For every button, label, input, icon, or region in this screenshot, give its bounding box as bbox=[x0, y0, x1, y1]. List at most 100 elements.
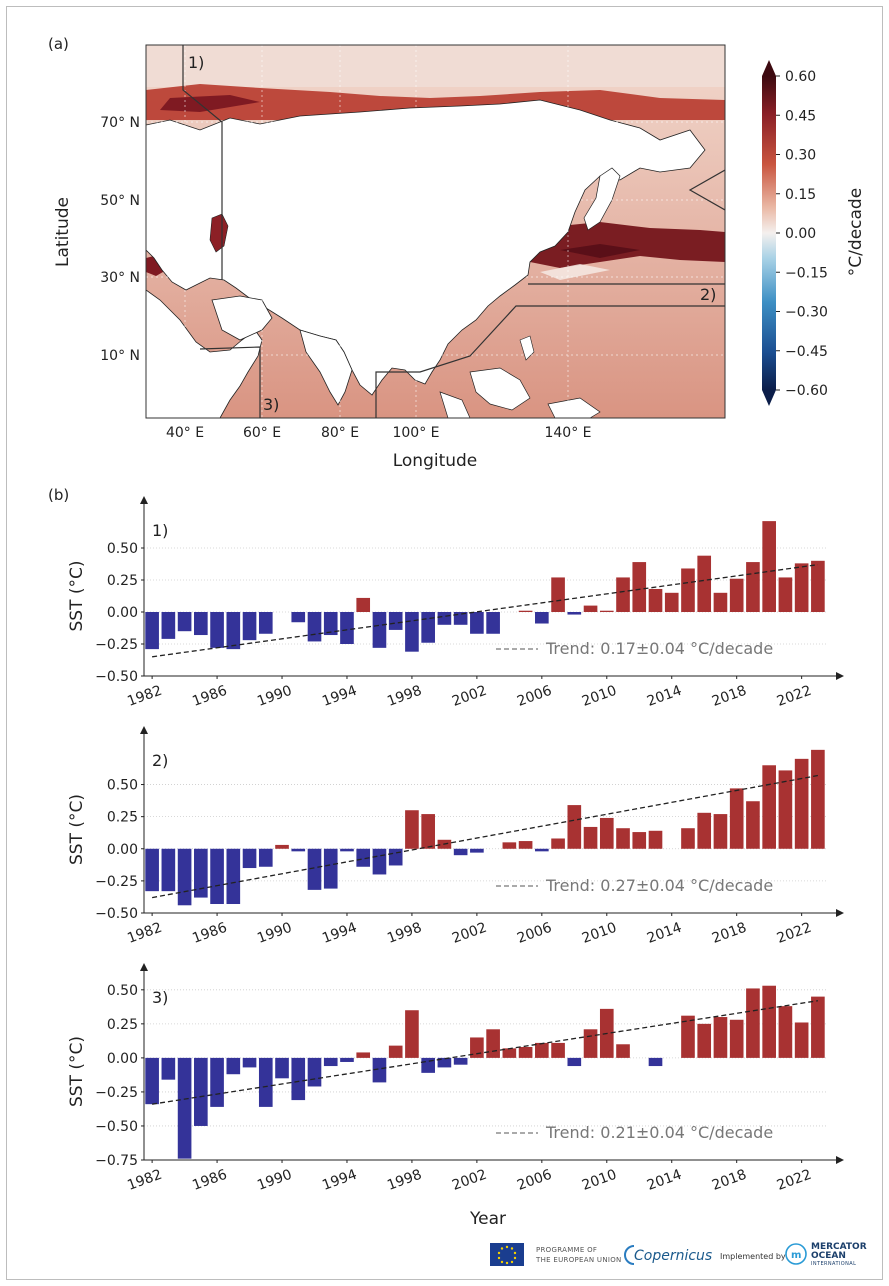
colorbar-tick-label: −0.15 bbox=[785, 265, 828, 281]
bar-1997 bbox=[388, 1045, 403, 1058]
bar-1996 bbox=[372, 612, 387, 648]
bar-2014 bbox=[664, 592, 679, 612]
bar-2005 bbox=[518, 841, 533, 849]
bar-2010 bbox=[599, 610, 614, 612]
x-tick-label: 2022 bbox=[775, 1167, 814, 1194]
colorbar-tick-label: −0.45 bbox=[785, 344, 828, 360]
x-tick-label: 2014 bbox=[645, 920, 684, 947]
region-boundaries bbox=[182, 45, 725, 418]
arabia-land bbox=[211, 295, 273, 341]
bar-2019 bbox=[746, 988, 760, 1058]
y-tick-label: 0.25 bbox=[107, 1017, 138, 1033]
bar-2017 bbox=[713, 1017, 728, 1058]
bar-2022 bbox=[794, 563, 809, 612]
colorbar: 0.60 0.45 0.30 0.15 0.00 −0.15 −0.30 −0.45 −0.60… bbox=[762, 60, 866, 406]
colorbar-tick-label: −0.60 bbox=[785, 383, 828, 399]
colorbar-tick-label: 0.45 bbox=[785, 108, 816, 124]
x-tick-label: 1982 bbox=[125, 683, 164, 710]
x-tick-label: 1990 bbox=[255, 683, 294, 710]
x-tick-label: 1986 bbox=[190, 920, 229, 947]
map-gridlines bbox=[146, 45, 725, 418]
bar-1984 bbox=[177, 848, 192, 906]
y-tick-label: 0.25 bbox=[107, 810, 138, 826]
cooling-streak bbox=[540, 264, 610, 280]
bar-2004 bbox=[502, 842, 517, 849]
arctic-ocean bbox=[146, 45, 725, 87]
bar-2021 bbox=[778, 770, 793, 849]
bar-1995 bbox=[356, 848, 371, 867]
bar-2010 bbox=[599, 817, 614, 849]
bar-2007 bbox=[551, 838, 565, 849]
bar-2019 bbox=[746, 562, 760, 612]
x-tick-label: 2010 bbox=[580, 683, 619, 710]
bar-2017 bbox=[713, 592, 728, 612]
sst-trend-map bbox=[146, 45, 725, 418]
colorbar-tick-label: 0.60 bbox=[785, 69, 816, 85]
x-tick-label: 1994 bbox=[320, 920, 359, 947]
chart-region-label: 3) bbox=[152, 988, 168, 1007]
programme-text-1: PROGRAMME OF bbox=[536, 1246, 597, 1254]
lon-tick-60e: 60° E bbox=[243, 425, 281, 441]
y-tick-label: −0.25 bbox=[95, 637, 138, 653]
bar-2011 bbox=[616, 577, 630, 612]
bar-2002 bbox=[470, 848, 484, 853]
barents-hotspot bbox=[160, 95, 260, 112]
bar-1983 bbox=[161, 1057, 176, 1080]
bar-1993 bbox=[323, 1057, 338, 1067]
lon-tick-40e: 40° E bbox=[166, 425, 204, 441]
lon-tick-80e: 80° E bbox=[321, 425, 359, 441]
bar-1986 bbox=[210, 612, 224, 648]
x-tick-label: 1990 bbox=[255, 1167, 294, 1194]
programme-text-2: THE EUROPEAN UNION bbox=[535, 1256, 622, 1264]
kuroshio-core bbox=[560, 244, 640, 258]
bar-2023 bbox=[811, 996, 825, 1058]
lat-tick-70n: 70° N bbox=[100, 115, 140, 131]
bar-1989 bbox=[258, 848, 273, 867]
x-tick-label: 2018 bbox=[710, 683, 749, 710]
colorbar-bottom-arrow bbox=[762, 390, 776, 406]
bar-1985 bbox=[194, 1057, 208, 1126]
lon-tick-140e: 140° E bbox=[544, 425, 591, 441]
bar-2006 bbox=[535, 1042, 549, 1058]
bar-2018 bbox=[729, 788, 744, 849]
bar-1998 bbox=[405, 612, 419, 652]
mercator-text-3: INTERNATIONAL bbox=[811, 1261, 856, 1267]
bar-2008 bbox=[567, 1057, 582, 1067]
chart-ylabel: SST (°C) bbox=[67, 1036, 87, 1107]
colorbar-tick-label: 0.00 bbox=[785, 226, 816, 242]
bar-1999 bbox=[421, 814, 435, 849]
bar-1985 bbox=[194, 612, 208, 636]
y-tick-label: −0.25 bbox=[95, 874, 138, 890]
x-tick-label: 2010 bbox=[580, 920, 619, 947]
bar-2008 bbox=[567, 612, 582, 615]
bar-1998 bbox=[405, 810, 419, 849]
bar-2006 bbox=[535, 848, 549, 852]
bar-2011 bbox=[616, 828, 630, 849]
bar-1990 bbox=[275, 1057, 289, 1079]
trend-line bbox=[152, 1000, 818, 1105]
colorbar-top-arrow bbox=[762, 60, 776, 76]
map-region-label-3: 3) bbox=[263, 395, 279, 414]
bar-2023 bbox=[811, 560, 825, 612]
y-tick-label: 0.25 bbox=[107, 573, 138, 589]
bar-1982 bbox=[145, 612, 159, 650]
eu-flag-icon bbox=[490, 1243, 524, 1266]
y-tick-label: 0.50 bbox=[107, 778, 138, 794]
bar-2009 bbox=[583, 605, 598, 612]
bar-1994 bbox=[340, 1057, 354, 1062]
lat-tick-10n: 10° N bbox=[100, 348, 140, 364]
x-tick-label: 2022 bbox=[775, 920, 814, 947]
mercator-m-icon: m bbox=[791, 1250, 801, 1261]
x-tick-label: 2002 bbox=[450, 1167, 489, 1194]
map-region-label-2: 2) bbox=[700, 285, 716, 304]
y-axis-arrow bbox=[140, 726, 148, 734]
x-tick-label: 2006 bbox=[515, 1167, 554, 1194]
bar-1984 bbox=[177, 1057, 192, 1159]
y-axis-arrow bbox=[140, 496, 148, 504]
bar-2003 bbox=[486, 612, 500, 634]
eu-flag-logo bbox=[490, 1243, 524, 1266]
lat-tick-50n: 50° N bbox=[100, 193, 140, 209]
india-land bbox=[299, 329, 353, 406]
